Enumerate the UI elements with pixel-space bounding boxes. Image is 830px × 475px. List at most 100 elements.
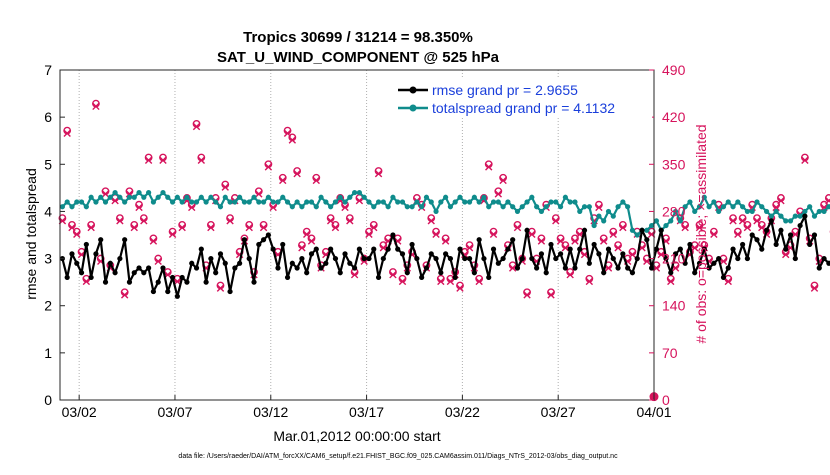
spread-point — [538, 208, 545, 215]
spread-point — [706, 204, 712, 210]
rmse-point — [122, 237, 128, 243]
spread-point — [529, 194, 535, 200]
rmse-point — [174, 293, 180, 299]
spread-point — [395, 199, 401, 205]
rmse-point — [701, 246, 707, 252]
rmse-point — [294, 265, 300, 271]
spread-point — [682, 204, 688, 210]
spread-point — [490, 199, 497, 205]
rmse-point — [682, 260, 688, 266]
rmse-point — [514, 265, 521, 271]
spread-point — [428, 199, 434, 205]
obs-assimilated-point — [667, 277, 675, 286]
rmse-point — [677, 246, 683, 252]
obs-assimilated-point — [350, 271, 359, 279]
spread-point — [423, 194, 430, 200]
rmse-point — [352, 265, 358, 271]
rmse-point — [169, 274, 176, 281]
spread-point — [534, 204, 540, 210]
y-axis-label-left: rmse and totalspread — [23, 168, 39, 300]
obs-assimilated-point — [116, 217, 124, 225]
spread-point — [390, 194, 396, 200]
spread-point — [634, 232, 640, 238]
spread-point — [644, 227, 650, 233]
rmse-point — [193, 265, 200, 271]
rmse-point — [126, 279, 133, 285]
rmse-point — [466, 255, 473, 262]
obs-assimilated-point — [825, 196, 830, 205]
rmse-point — [486, 274, 492, 281]
rmse-point — [687, 241, 693, 248]
rmse-point — [313, 246, 319, 252]
obs-assimilated-point — [801, 156, 809, 164]
obs-assimilated-point — [188, 203, 196, 212]
spread-point — [462, 199, 468, 205]
rmse-point — [385, 246, 391, 252]
obs-assimilated-point — [63, 129, 71, 138]
rmse-point — [620, 251, 626, 257]
rmse-point — [658, 227, 664, 233]
obs-assimilated-point — [370, 223, 378, 232]
rmse-point — [495, 260, 501, 266]
chart-title-line2: SAT_U_WIND_COMPONENT @ 525 hPa — [217, 49, 500, 66]
obs-assimilated-point — [154, 257, 162, 265]
rmse-point — [227, 288, 233, 295]
y-left-tick-label: 1 — [44, 345, 52, 361]
obs-assimilated-point — [738, 217, 747, 225]
y-right-tick-label: 140 — [662, 298, 686, 314]
rmse-point — [807, 241, 813, 248]
spread-point — [778, 213, 784, 219]
spread-point — [797, 213, 803, 219]
rmse-point — [93, 251, 99, 257]
obs-assimilated-point — [537, 237, 546, 245]
rmse-point — [529, 255, 535, 262]
rmse-point — [668, 270, 674, 276]
spread-point — [447, 204, 454, 210]
rmse-point — [610, 255, 616, 262]
rmse-point — [692, 270, 698, 276]
obs-assimilated-point — [691, 244, 699, 252]
rmse-point — [433, 255, 439, 262]
rmse-point — [811, 232, 818, 238]
rmse-point — [586, 260, 592, 266]
spread-point — [102, 199, 109, 205]
obs-assimilated-point — [140, 217, 148, 225]
spread-point — [380, 199, 386, 205]
spread-point — [237, 194, 243, 200]
spread-point — [620, 199, 626, 205]
rmse-point — [653, 246, 659, 252]
rmse-point — [510, 237, 516, 243]
chart-title-line1: Tropics 30699 / 31214 = 98.350% — [243, 29, 473, 46]
spread-point — [610, 213, 616, 219]
rmse-point — [160, 265, 166, 271]
spread-point — [701, 194, 707, 200]
obs-assimilated-point — [609, 230, 617, 239]
obs-assimilated-point — [782, 250, 790, 259]
rmse-point — [256, 241, 262, 248]
spread-point — [217, 204, 224, 210]
spread-point — [112, 189, 118, 196]
y-left-tick-label: 0 — [44, 392, 52, 408]
obs-assimilated-point — [556, 237, 565, 245]
rmse-point — [443, 251, 449, 257]
rmse-point — [342, 251, 348, 257]
rmse-point — [797, 222, 803, 229]
obs-assimilated-point — [600, 237, 608, 245]
rmse-point — [131, 270, 137, 276]
spread-point — [730, 204, 736, 210]
rmse-point — [787, 232, 794, 238]
spread-point — [299, 204, 305, 210]
rmse-point — [735, 255, 741, 262]
obs-assimilated-point — [135, 203, 143, 212]
rmse-point — [117, 255, 123, 262]
rmse-point — [749, 232, 755, 238]
rmse-point — [404, 270, 410, 276]
obs-assimilated-point — [346, 217, 354, 225]
spread-point — [294, 199, 300, 205]
obs-assimilated-point — [595, 203, 603, 212]
rmse-point — [519, 255, 525, 262]
spread-point — [232, 199, 238, 205]
rmse-point — [716, 255, 722, 262]
spread-point — [692, 208, 698, 215]
obs-assimilated-point — [216, 284, 225, 292]
